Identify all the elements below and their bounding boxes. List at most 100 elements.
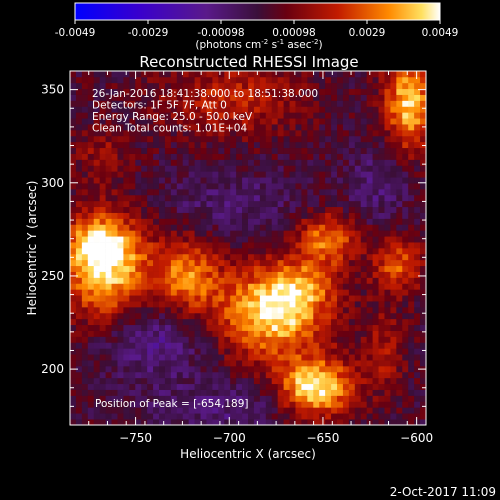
heatmap-cell [289, 389, 296, 396]
heatmap-cell [75, 419, 83, 425]
heatmap-cell [325, 76, 332, 84]
heatmap-cell [123, 100, 130, 107]
heatmap-cell [253, 159, 261, 166]
heatmap-cell [218, 130, 225, 137]
heatmap-cell [414, 118, 421, 125]
heatmap-cell [337, 206, 344, 213]
heatmap-cell [236, 366, 243, 373]
heatmap-cell [420, 118, 426, 125]
heatmap-cell [81, 289, 89, 296]
heatmap-cell [307, 118, 314, 125]
heatmap-cell [123, 307, 130, 314]
heatmap-cell [81, 194, 89, 202]
heatmap-cell [337, 401, 344, 408]
heatmap-cell [141, 318, 148, 326]
heatmap-cell [218, 189, 225, 196]
heatmap-cell [331, 183, 338, 190]
heatmap-cell [348, 183, 356, 190]
heatmap-cell [153, 413, 160, 420]
heatmap-cell [99, 82, 106, 90]
heatmap-cell [342, 159, 350, 166]
heatmap-cell [283, 71, 290, 78]
x-tick-label: −650 [306, 431, 339, 445]
heatmap-cell [348, 289, 356, 296]
heatmap-cell [212, 265, 219, 272]
heatmap-cell [99, 253, 106, 261]
heatmap-cell [170, 401, 178, 408]
heatmap-cell [182, 366, 190, 373]
heatmap-cell [414, 194, 421, 202]
heatmap-cell [360, 354, 368, 361]
heatmap-cell [414, 230, 421, 237]
heatmap-cell [188, 153, 195, 160]
heatmap-cell [99, 112, 106, 119]
heatmap-cell [402, 82, 409, 90]
heatmap-cell [253, 242, 261, 249]
heatmap-cell [129, 165, 136, 172]
heatmap-cell [75, 147, 83, 154]
heatmap-cell [105, 94, 112, 101]
heatmap-cell [348, 371, 356, 379]
heatmap-cell [123, 118, 130, 125]
heatmap-cell [75, 354, 83, 361]
colorbar-tick-label: 0.0049 [422, 27, 459, 39]
heatmap-cell [176, 112, 184, 119]
heatmap-cell [307, 348, 314, 355]
heatmap-cell [402, 200, 409, 208]
heatmap-cell [265, 389, 273, 396]
heatmap-cell [342, 348, 350, 355]
heatmap-cell [420, 189, 426, 196]
heatmap-cell [265, 124, 273, 131]
heatmap-cell [390, 360, 397, 367]
heatmap-cell [206, 88, 213, 95]
heatmap-cell [224, 206, 231, 213]
heatmap-cell [265, 171, 273, 178]
heatmap-cell [123, 189, 130, 196]
heatmap-cell [87, 76, 95, 84]
heatmap-cell [289, 253, 296, 261]
heatmap-cell [420, 141, 426, 149]
heatmap-cell [372, 360, 379, 367]
heatmap-cell [390, 153, 397, 160]
heatmap-cell [218, 242, 225, 249]
heatmap-cell [81, 118, 89, 125]
heatmap-cell [396, 395, 403, 402]
heatmap-cell [301, 336, 308, 343]
heatmap-cell [384, 124, 391, 131]
heatmap-cell [301, 265, 308, 272]
heatmap-cell [307, 242, 314, 249]
heatmap-cell [248, 147, 255, 154]
heatmap-cell [289, 301, 296, 308]
heatmap-cell [283, 76, 290, 84]
heatmap-cell [342, 189, 350, 196]
heatmap-cell [206, 389, 213, 396]
heatmap-cell [402, 283, 409, 290]
heatmap-cell [265, 224, 273, 231]
heatmap-cell [70, 183, 77, 190]
heatmap-cell [301, 230, 308, 237]
heatmap-cell [230, 165, 237, 172]
heatmap-cell [420, 295, 426, 302]
heatmap-cell [87, 218, 95, 225]
heatmap-cell [366, 141, 373, 149]
heatmap-cell [289, 159, 296, 166]
heatmap-cell [277, 277, 284, 284]
heatmap-cell [301, 112, 308, 119]
heatmap-cell [188, 307, 195, 314]
heatmap-cell [354, 377, 362, 385]
heatmap-cell [117, 383, 124, 390]
heatmap-cell [218, 135, 225, 143]
heatmap-cell [390, 171, 397, 178]
heatmap-cell [402, 371, 409, 379]
heatmap-cell [81, 88, 89, 95]
heatmap-cell [414, 342, 421, 349]
heatmap-cell [396, 189, 403, 196]
heatmap-cell [75, 135, 83, 143]
heatmap-cell [70, 159, 77, 166]
heatmap-cell [176, 395, 184, 402]
heatmap-cell [153, 218, 160, 225]
heatmap-cell [129, 88, 136, 95]
heatmap-cell [337, 265, 344, 272]
unit-exp-2: -1 [277, 38, 284, 46]
heatmap-cell [360, 360, 368, 367]
